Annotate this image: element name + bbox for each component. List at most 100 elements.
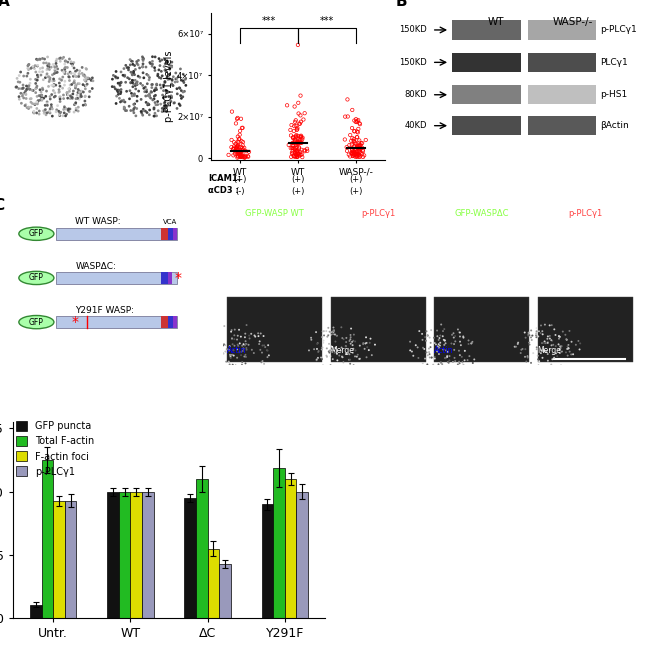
Point (125, 77, 136, 87)
Point (141, 97, 151, 107)
Point (18, 90, 28, 101)
Point (449, 425, 460, 436)
Point (143, 98, 153, 109)
Point (421, 405, 431, 415)
Point (358, 145, 368, 155)
Point (160, 76, 170, 87)
Point (432, 415, 443, 425)
Point (352, 149, 363, 159)
Point (326, 341, 337, 352)
Bar (196, 479, 207, 618)
Point (363, 414, 374, 424)
Point (554, 348, 565, 358)
Point (430, 412, 441, 422)
Point (137, 80, 148, 90)
Point (339, 334, 349, 344)
Point (20, 100, 30, 111)
Point (125, 105, 136, 116)
Point (84, 74, 95, 84)
Point (424, 424, 434, 435)
Bar (538, 370, 633, 436)
Point (443, 357, 453, 367)
Point (32, 72, 43, 82)
Point (133, 60, 143, 70)
Point (161, 92, 171, 102)
Point (533, 331, 543, 342)
Point (352, 150, 362, 161)
Point (70, 68, 80, 78)
Point (177, 92, 188, 102)
Point (545, 333, 555, 344)
Point (458, 413, 468, 424)
Point (352, 350, 363, 360)
Point (285, 143, 296, 153)
Point (130, 64, 140, 75)
Point (156, 66, 166, 77)
Point (137, 51, 148, 62)
Point (334, 392, 345, 402)
Bar (56, 272, 177, 284)
Point (60, 62, 70, 73)
Point (51, 67, 61, 77)
Point (300, 145, 310, 156)
Bar (161, 316, 168, 328)
Bar (452, 85, 521, 104)
Point (229, 324, 240, 335)
Point (453, 324, 463, 335)
Point (65, 80, 75, 90)
Point (447, 422, 457, 433)
Point (21, 84, 32, 94)
Point (442, 352, 452, 362)
Point (243, 340, 254, 350)
Point (84, 87, 95, 97)
Point (112, 73, 123, 83)
Point (202, 421, 213, 431)
Bar (56, 228, 177, 240)
Point (155, 79, 165, 90)
Point (149, 103, 159, 113)
Point (64, 83, 74, 94)
Point (147, 83, 157, 93)
Point (53, 106, 64, 117)
Point (46, 102, 57, 113)
Point (294, 118, 304, 129)
Point (252, 421, 262, 431)
Point (334, 350, 345, 361)
Point (28, 85, 38, 96)
Point (464, 411, 474, 421)
Point (349, 115, 359, 126)
Point (55, 92, 66, 102)
Point (63, 104, 73, 114)
Point (231, 141, 242, 152)
Point (450, 336, 460, 346)
Point (58, 111, 68, 121)
Point (449, 353, 460, 363)
Bar (452, 116, 521, 135)
Point (341, 348, 352, 359)
Text: 150KD: 150KD (400, 58, 427, 67)
Point (422, 350, 433, 361)
Point (513, 339, 523, 349)
Point (87, 73, 98, 83)
Point (434, 419, 444, 430)
Point (136, 106, 146, 117)
Point (213, 408, 223, 419)
Point (353, 115, 363, 125)
Point (354, 150, 365, 160)
Point (36, 90, 47, 101)
Point (288, 132, 298, 143)
Point (29, 106, 39, 117)
Point (38, 74, 49, 85)
Point (239, 152, 250, 163)
Point (233, 151, 244, 161)
Point (118, 70, 128, 81)
Point (543, 349, 553, 359)
Point (441, 427, 451, 437)
Point (159, 80, 169, 90)
Point (52, 67, 62, 77)
Point (422, 413, 432, 423)
Point (407, 372, 417, 383)
Point (434, 342, 445, 353)
Point (359, 150, 369, 161)
Point (417, 335, 428, 345)
